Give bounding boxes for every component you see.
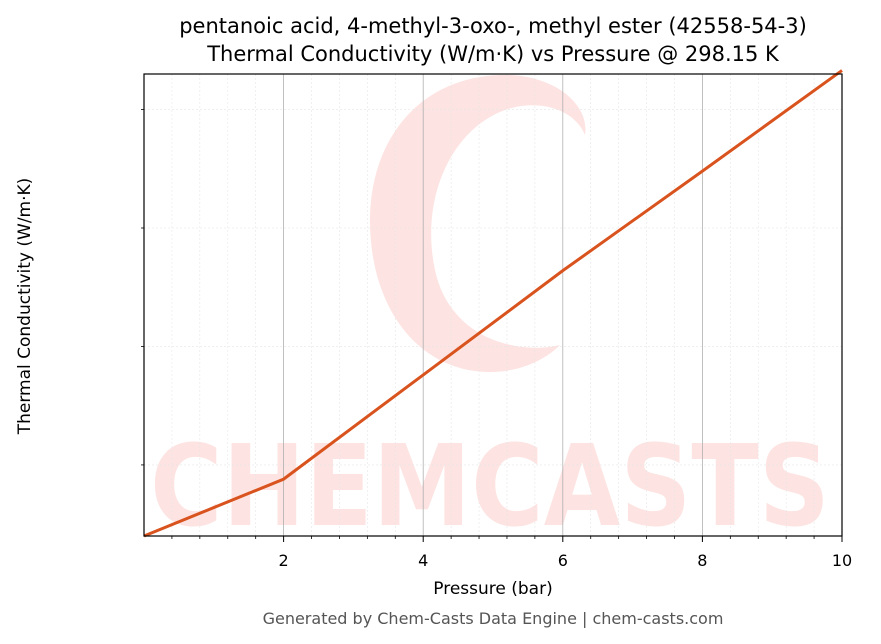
x-tick-label: 6 (558, 551, 568, 570)
series-line-thermal-conductivity (143, 69, 843, 538)
y-tick-label: 0.12005 (66, 0, 132, 1)
minor-grid (144, 74, 842, 536)
x-axis-label: Pressure (bar) (433, 579, 552, 599)
x-axis-ticks: 2 4 6 8 10 (279, 536, 852, 570)
x-tick-label: 4 (418, 551, 428, 570)
y-axis-minor-ticks (141, 109, 144, 466)
y-axis-ticks: 0.120050.120100.120150.120200.120250.120… (66, 0, 132, 1)
chart-title-line1: pentanoic acid, 4-methyl-3-oxo-, methyl … (179, 14, 807, 38)
x-tick-label: 2 (279, 551, 289, 570)
chart-title-line2: Thermal Conductivity (W/m·K) vs Pressure… (206, 42, 780, 66)
plot-frame (143, 73, 843, 537)
y-axis-label: Thermal Conductivity (W/m·K) (15, 178, 35, 436)
x-tick-label: 10 (832, 551, 852, 570)
watermark-text: CHEMCASTS (150, 422, 830, 552)
footer-credit: Generated by Chem-Casts Data Engine | ch… (263, 609, 724, 628)
watermark-logo-icon (370, 75, 586, 372)
x-tick-label: 8 (697, 551, 707, 570)
watermark: CHEMCASTS (150, 75, 830, 552)
x-axis-minor-ticks (171, 536, 815, 539)
